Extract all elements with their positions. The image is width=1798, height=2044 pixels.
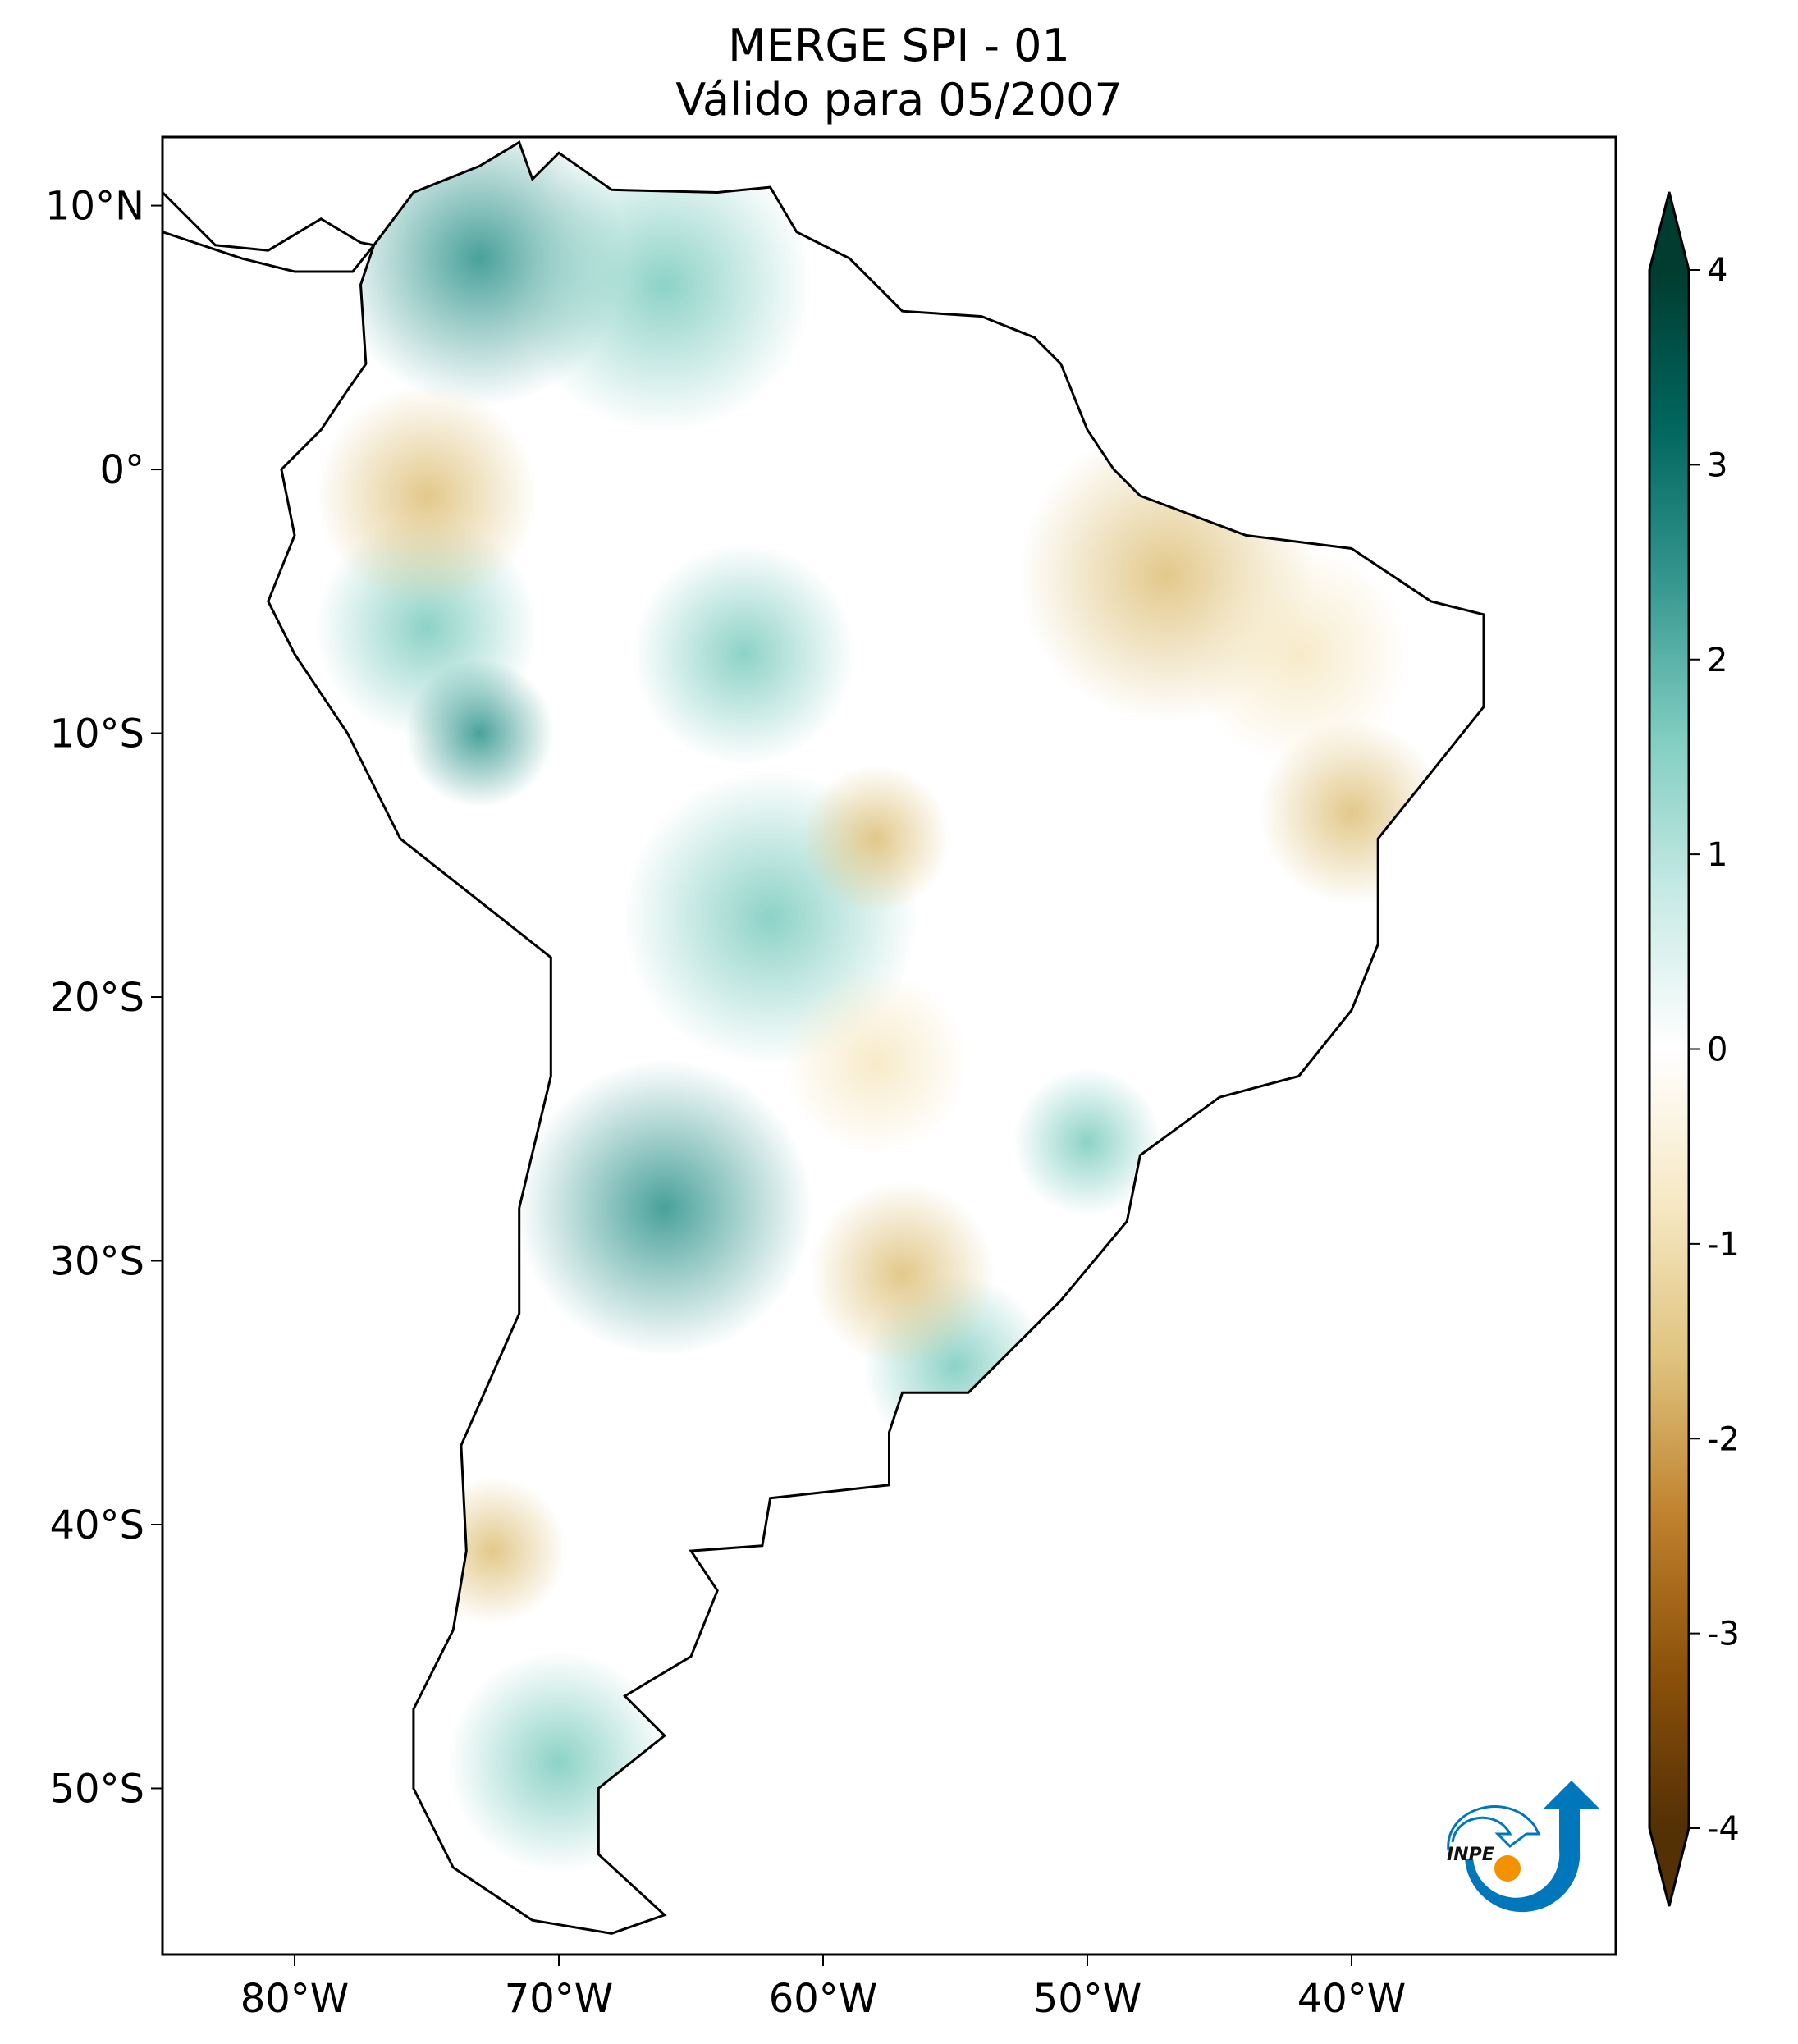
spi-anomaly-region [516,1059,813,1356]
y-tick-label: 30°S [49,1239,144,1285]
x-tick-label: 60°W [769,1976,878,2022]
colorbar-tick-label: 4 [1707,252,1727,290]
chart-subtitle: Válido para 05/2007 [675,74,1123,126]
logo-text: INPE [1447,1845,1494,1865]
x-tick-label: 40°W [1297,1976,1407,2022]
colorbar-tick-label: 2 [1707,642,1727,679]
spi-anomaly-region [1259,720,1444,905]
colorbar-extend-min [1649,1828,1689,1906]
spi-anomaly-region [783,970,969,1156]
spi-anomaly-region [516,142,813,433]
map-frame [161,135,1617,1956]
y-tick-label: 10°N [45,184,144,230]
colorbar-body [1649,270,1689,1828]
inpe-logo: INPE [1447,1781,1600,1913]
colorbar-tick-label: 3 [1707,446,1727,484]
spi-anomaly-region [1013,1068,1162,1217]
spi-anomaly-region [405,659,554,807]
chart-title: MERGE SPI - 01 [728,20,1070,71]
colorbar-tick-label: -4 [1707,1810,1740,1848]
coastline [267,140,1485,1935]
colorbar-tick-label: 1 [1707,836,1727,874]
x-axis: 80°W 70°W 60°W 50°W 40°W [240,1955,1407,2022]
spi-anomaly-region [315,384,538,607]
colorbar-tick-label: -3 [1707,1616,1740,1653]
spi-anomaly-region [802,764,950,913]
colorbar-tick-label: -1 [1707,1226,1740,1264]
y-tick-label: 0° [99,447,144,493]
spi-anomaly-region [1187,542,1410,766]
y-tick-label: 20°S [49,975,144,1021]
spi-anomaly-region [633,542,855,766]
central-america-coastline [161,189,377,273]
spi-anomaly-region [419,1476,567,1626]
x-tick-label: 50°W [1033,1976,1142,2022]
y-tick-label: 40°S [49,1502,144,1548]
y-tick-label: 50°S [49,1766,144,1812]
spi-anomaly-region [809,1181,995,1367]
x-tick-label: 80°W [240,1976,350,2022]
land-field [268,142,1484,1934]
colorbar: 4 3 2 1 0 -1 -2 -3 -4 [1648,191,1740,1907]
y-axis: 10°N 0° 10°S 20°S 30°S 40°S 50°S [45,184,162,1812]
spi-anomaly-region [447,1651,670,1873]
colorbar-extend-max [1649,192,1689,270]
colorbar-tick-label: -2 [1707,1420,1740,1458]
y-tick-label: 10°S [49,711,144,757]
colorbar-tick-label: 0 [1707,1031,1727,1069]
x-tick-label: 70°W [505,1976,614,2022]
